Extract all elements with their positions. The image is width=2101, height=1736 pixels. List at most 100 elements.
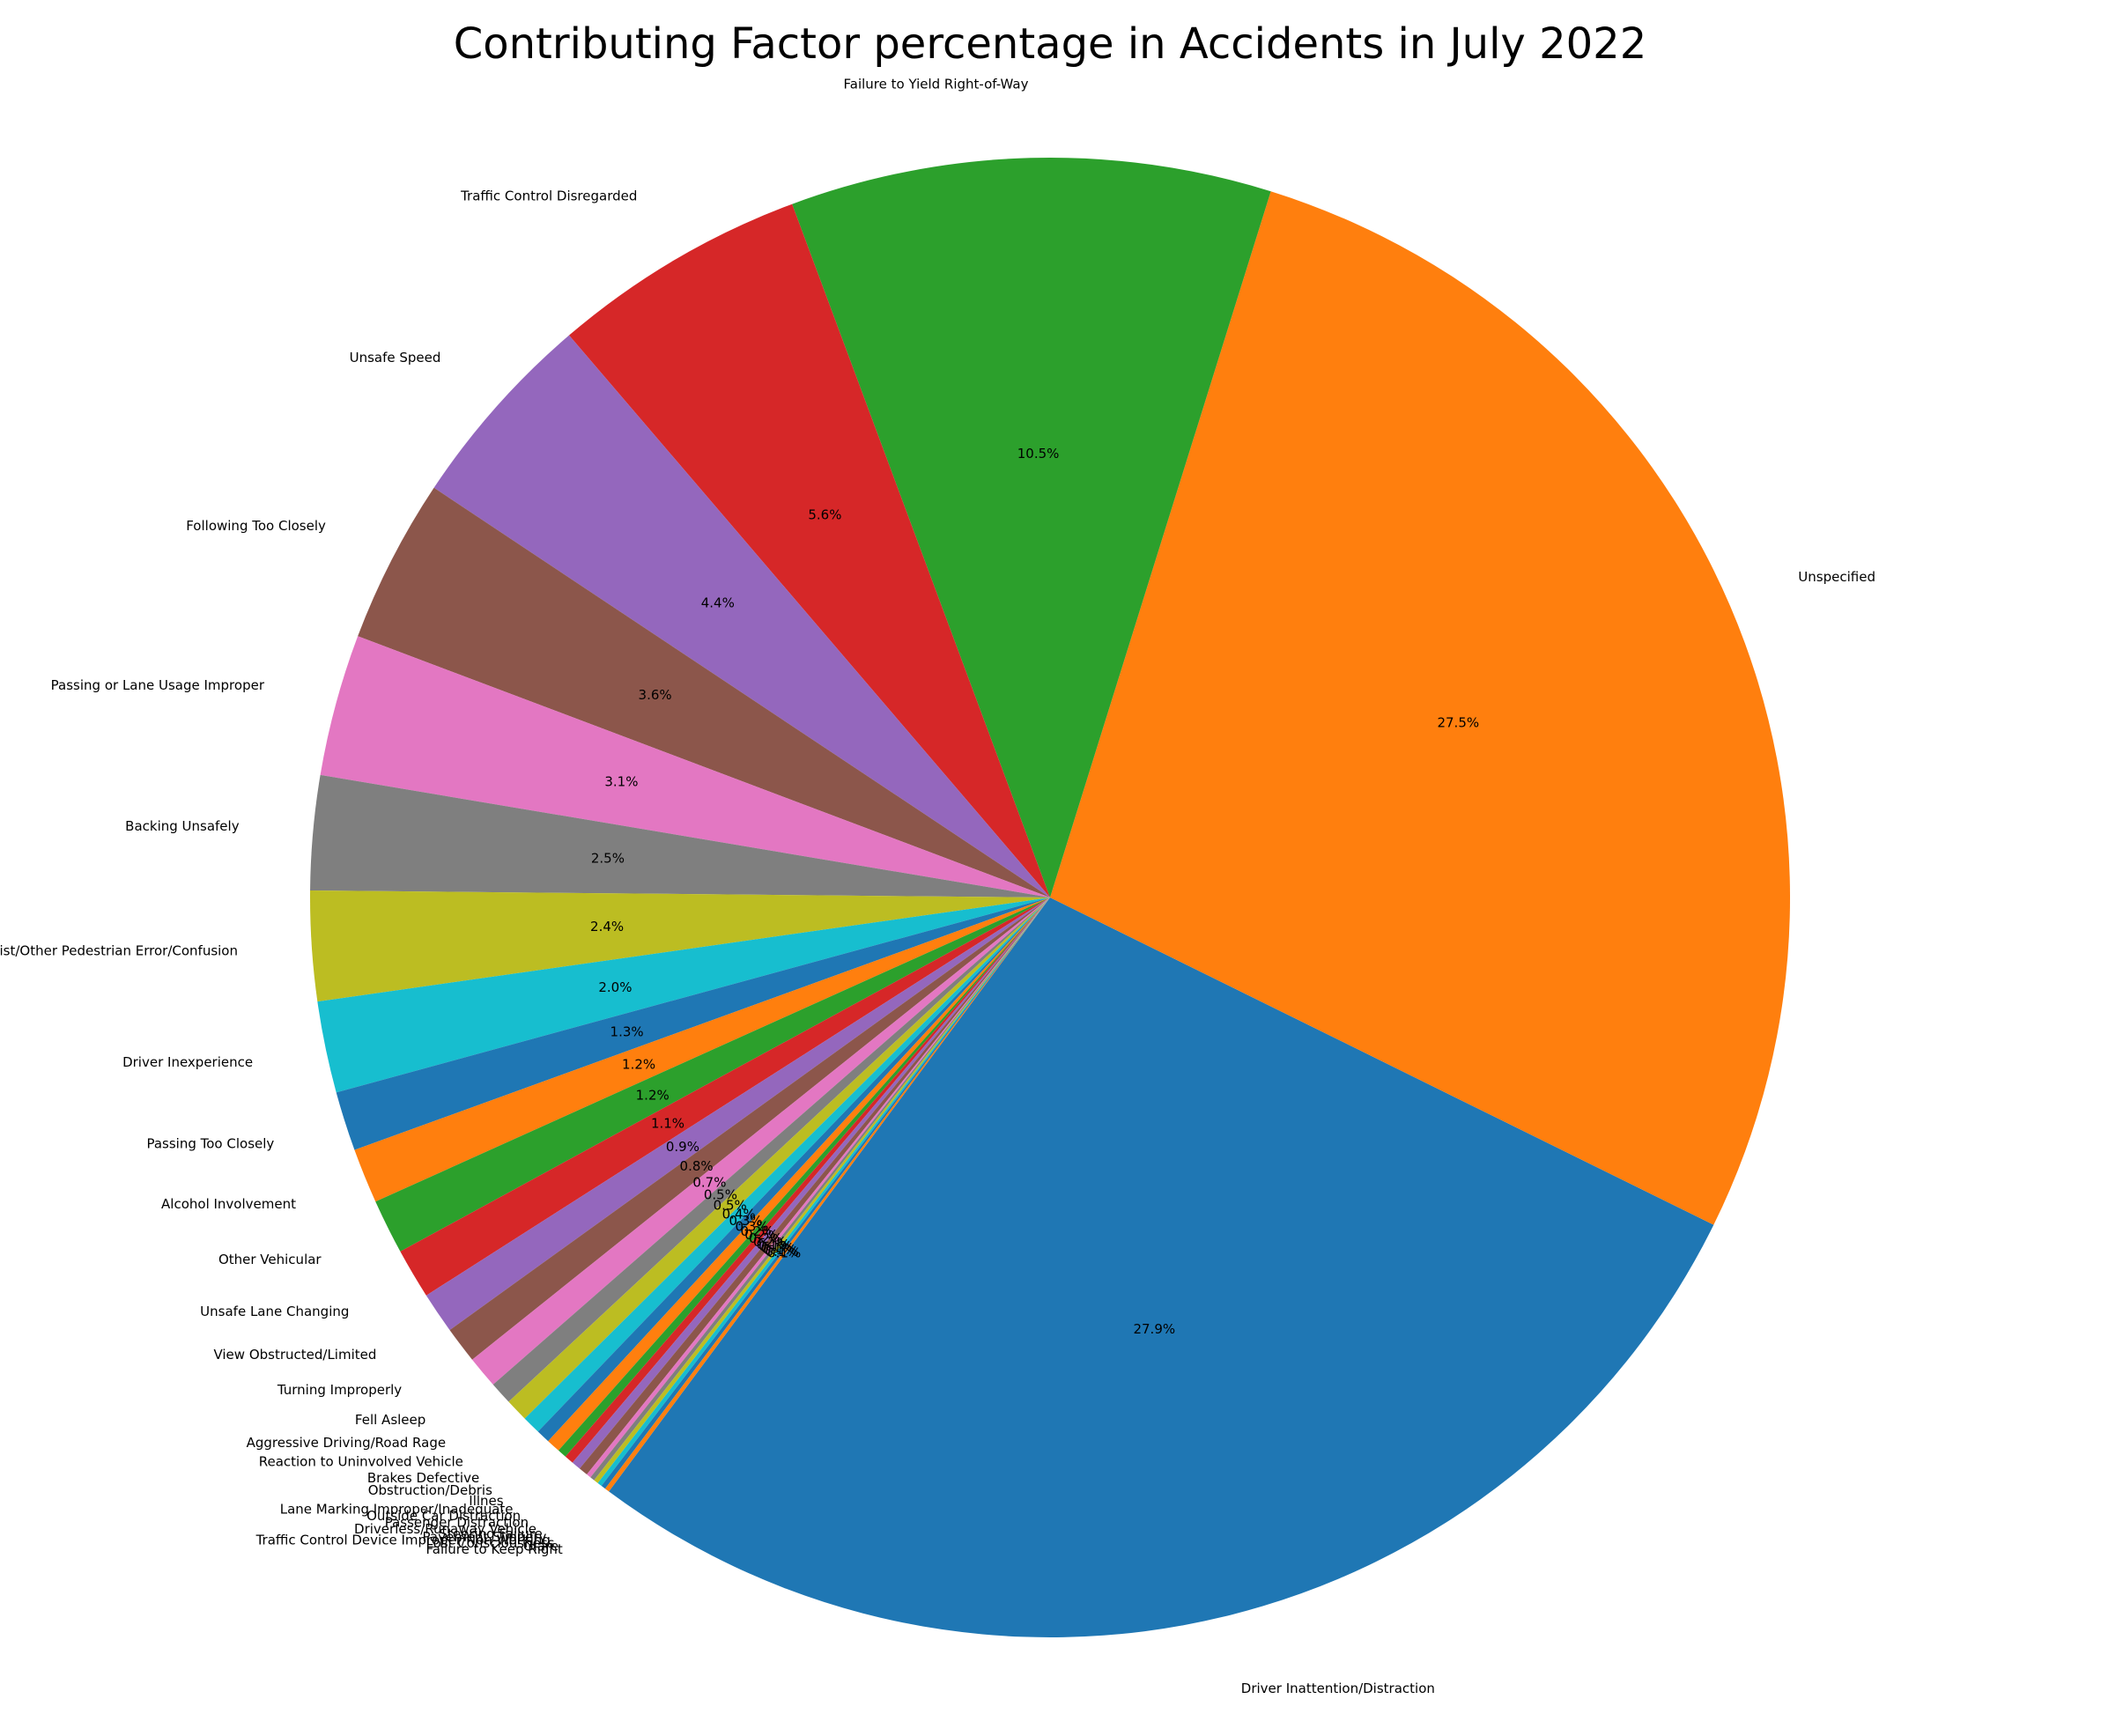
slice-percentage-label: 0.2% bbox=[744, 1227, 778, 1243]
slice-percentage-label: 1.2% bbox=[622, 1057, 655, 1073]
pie-slice bbox=[320, 636, 1050, 898]
slice-percentage-label: 0.3% bbox=[729, 1213, 763, 1229]
slice-category-label: Pedestrian/Bicyclist/Other Pedestrian Er… bbox=[0, 943, 238, 959]
pie-slice bbox=[792, 158, 1271, 898]
pie-slice bbox=[425, 898, 1050, 1331]
pie-slice bbox=[449, 898, 1050, 1360]
slice-percentage-label: 0.1% bbox=[757, 1237, 790, 1252]
slice-percentage-label: 0.2% bbox=[749, 1230, 782, 1246]
slice-percentage-label: 4.4% bbox=[701, 595, 735, 611]
slice-category-label: Pavement Slippery bbox=[423, 1529, 547, 1545]
slice-percentage-label: 0.8% bbox=[680, 1158, 714, 1174]
slice-percentage-label: 0.9% bbox=[666, 1139, 699, 1155]
chart-title: Contributing Factor percentage in Accide… bbox=[454, 19, 1646, 69]
slice-category-label: Turning Improperly bbox=[277, 1382, 402, 1398]
pie-slice bbox=[433, 335, 1050, 898]
pie-slice bbox=[310, 890, 1051, 1002]
pie-slice bbox=[590, 898, 1050, 1481]
slice-category-label: Traffic Control Device Improper/Non-Work… bbox=[255, 1533, 551, 1548]
slice-category-label: Reaction to Uninvolved Vehicle bbox=[259, 1453, 463, 1469]
slice-percentage-label: 27.9% bbox=[1133, 1321, 1175, 1337]
slice-category-label: Other Vehicular bbox=[218, 1252, 322, 1267]
slice-percentage-label: 0.1% bbox=[763, 1242, 796, 1258]
pie-slice bbox=[537, 898, 1050, 1442]
slice-percentage-label: 3.6% bbox=[639, 687, 672, 703]
slice-category-label: Driver Inattention/Distraction bbox=[1241, 1681, 1435, 1696]
pie-slice bbox=[317, 898, 1051, 1093]
slice-category-label: Driverless/Runaway Vehicle bbox=[354, 1521, 536, 1537]
pie-slice bbox=[310, 774, 1050, 898]
slice-category-label: Passing Too Closely bbox=[146, 1136, 274, 1152]
pie-slice bbox=[579, 898, 1050, 1475]
slice-category-label: Failure to Keep Right bbox=[426, 1541, 563, 1557]
slice-category-label: Passenger Distraction bbox=[385, 1515, 529, 1531]
pie-slice bbox=[548, 898, 1050, 1451]
pie-slice bbox=[594, 898, 1050, 1483]
slice-percentage-label: 2.0% bbox=[598, 979, 632, 995]
slice-percentage-label: 0.1% bbox=[758, 1238, 792, 1254]
pie-slice bbox=[358, 487, 1050, 898]
slice-percentage-label: 0.2% bbox=[740, 1223, 773, 1239]
slice-category-label: Outside Car Distraction bbox=[366, 1508, 521, 1524]
slice-percentage-label: 0.2% bbox=[753, 1234, 787, 1250]
slice-category-label: View Obstructed/Limited bbox=[213, 1347, 376, 1363]
slice-percentage-label: 3.1% bbox=[604, 774, 638, 790]
pie-slice bbox=[375, 898, 1050, 1252]
pie-slice bbox=[508, 898, 1050, 1419]
slice-percentage-label: 10.5% bbox=[1017, 446, 1060, 462]
pie-slice bbox=[604, 898, 1050, 1492]
slice-category-label: Fell Asleep bbox=[355, 1412, 425, 1428]
slice-category-label: Unsafe Lane Changing bbox=[200, 1304, 349, 1319]
slice-category-label: Aggressive Driving/Road Rage bbox=[247, 1435, 447, 1451]
slice-percentage-label: 5.6% bbox=[808, 507, 841, 523]
pie-slice bbox=[597, 898, 1050, 1487]
slice-percentage-label: 0.7% bbox=[692, 1174, 726, 1190]
pie-slice bbox=[565, 898, 1050, 1463]
slice-category-label: Steering Failure bbox=[439, 1525, 542, 1541]
slice-category-label: Obstruction/Debris bbox=[368, 1482, 492, 1498]
pie-slice bbox=[400, 898, 1050, 1296]
slice-category-label: Glare bbox=[523, 1539, 559, 1555]
slice-category-label: Driver Inexperience bbox=[122, 1054, 253, 1070]
pie-slice bbox=[336, 898, 1050, 1150]
pie-slice bbox=[609, 898, 1714, 1638]
percentage-labels: 27.9% 27.5% 10.5% 5.6% 4.4% 3.6% 3.1% 2.5% 2.4% 2… bbox=[590, 446, 1479, 1337]
slice-category-label: Following Too Closely bbox=[186, 518, 326, 534]
slice-category-label: Lost Consciousness bbox=[426, 1535, 555, 1551]
slice-category-label: Traffic Control Disregarded bbox=[460, 188, 637, 204]
slice-percentage-label: 0.1% bbox=[766, 1244, 799, 1260]
slice-percentage-label: 0.5% bbox=[714, 1197, 747, 1213]
pie-slices bbox=[310, 158, 1791, 1638]
slice-percentage-label: 27.5% bbox=[1437, 715, 1479, 731]
category-labels: Driver Inattention/Distraction Unspecifie… bbox=[0, 76, 1875, 1696]
slice-percentage-label: 0.4% bbox=[722, 1206, 756, 1222]
slice-category-label: Lane Marking Improper/Inadequate bbox=[280, 1501, 514, 1517]
slice-percentage-label: 0.1% bbox=[761, 1240, 795, 1256]
slice-percentage-label: 1.1% bbox=[651, 1115, 684, 1131]
slice-percentage-label: 1.3% bbox=[610, 1024, 644, 1040]
slice-category-label: Unsafe Speed bbox=[350, 350, 441, 366]
pie-slice bbox=[601, 898, 1050, 1489]
pie-slice bbox=[587, 898, 1050, 1478]
pie-slice bbox=[558, 898, 1050, 1457]
slice-percentage-label: 2.5% bbox=[591, 851, 625, 867]
pie-slice bbox=[1050, 191, 1791, 1225]
pie-slice bbox=[354, 898, 1050, 1202]
pie-slice bbox=[568, 203, 1050, 898]
slice-category-label: Unspecified bbox=[1798, 569, 1875, 585]
slice-category-label: Brakes Defective bbox=[367, 1470, 479, 1486]
pie-slice bbox=[472, 898, 1050, 1385]
slice-category-label: Alcohol Involvement bbox=[161, 1196, 296, 1212]
slice-category-label: Backing Unsafely bbox=[125, 818, 240, 834]
pie-slice bbox=[572, 898, 1050, 1469]
slice-percentage-label: 2.4% bbox=[590, 919, 624, 934]
slice-category-label: Illnes bbox=[469, 1493, 503, 1509]
slice-percentage-label: 0.3% bbox=[736, 1219, 769, 1235]
slice-category-label: Passing or Lane Usage Improper bbox=[51, 677, 265, 693]
slice-percentage-label: 0.1% bbox=[767, 1245, 801, 1261]
slice-percentage-label: 1.2% bbox=[636, 1087, 670, 1103]
slice-percentage-label: 0.5% bbox=[704, 1187, 737, 1203]
pie-slice bbox=[492, 898, 1050, 1402]
pie-slice bbox=[524, 898, 1050, 1432]
